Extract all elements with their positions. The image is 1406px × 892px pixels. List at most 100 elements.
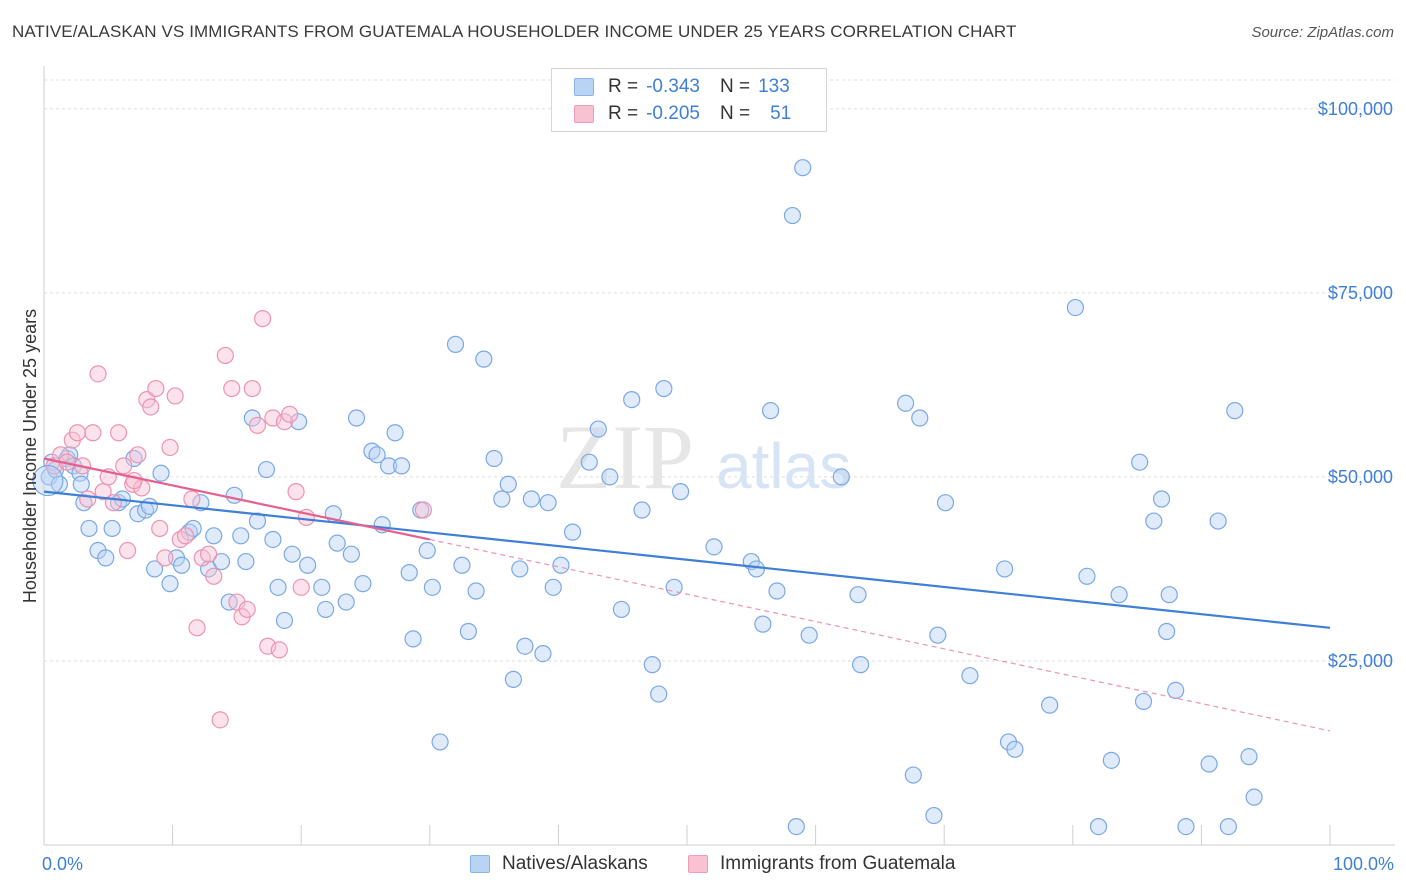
native-point xyxy=(1209,512,1227,530)
native-point xyxy=(832,468,850,486)
native-point xyxy=(103,519,121,538)
native-point xyxy=(152,464,170,482)
guatemala-point xyxy=(281,405,299,423)
legend-r-value: -0.343 xyxy=(646,76,700,97)
y-tick-label: $75,000 xyxy=(1328,283,1393,303)
native-point xyxy=(504,670,522,688)
guatemala-point xyxy=(104,494,123,512)
native-point xyxy=(911,409,929,427)
guatemala-point xyxy=(68,424,87,442)
native-point xyxy=(961,667,979,685)
data-points xyxy=(32,159,1263,836)
native-point xyxy=(633,501,651,519)
watermark-zip: ZIP xyxy=(556,406,694,508)
grid-lines xyxy=(44,79,1395,662)
guatemala-point xyxy=(118,541,137,560)
native-point xyxy=(601,468,619,486)
native-point xyxy=(1245,788,1263,806)
native-point xyxy=(761,402,780,420)
guatemala-point xyxy=(223,379,241,398)
native-point xyxy=(459,622,477,641)
native-point xyxy=(705,538,723,556)
watermark-atlas: atlas xyxy=(716,430,851,502)
guatemala-point xyxy=(287,483,305,501)
native-point xyxy=(623,391,641,409)
guatemala-point xyxy=(109,424,128,442)
legend-n-value: 51 xyxy=(770,103,792,124)
native-point xyxy=(400,564,418,582)
native-point xyxy=(97,549,115,567)
native-point xyxy=(1006,740,1024,758)
native-point xyxy=(269,578,287,596)
native-point xyxy=(580,453,598,471)
guatemala-point xyxy=(292,578,310,596)
native-point xyxy=(904,766,922,784)
guatemala-point xyxy=(238,600,256,619)
guatemala-trend-line xyxy=(43,457,431,541)
native-point xyxy=(283,545,301,563)
guatemala-point xyxy=(151,519,169,538)
tick-labels: $25,000 $50,000 $75,000 $100,000 0.0% 100.0% H… xyxy=(20,99,1394,874)
native-point xyxy=(754,615,772,633)
native-point xyxy=(499,475,517,493)
guatemala-point xyxy=(254,310,272,328)
native-point xyxy=(257,460,276,479)
native-point xyxy=(671,483,690,501)
native-point xyxy=(1102,751,1120,769)
native-point xyxy=(248,512,267,530)
guatemala-point xyxy=(183,490,201,508)
native-point xyxy=(996,560,1014,578)
legend-n-label: N = xyxy=(719,76,751,97)
blue-swatch-icon xyxy=(470,855,490,873)
legend-r-label: R = xyxy=(608,76,639,97)
native-point xyxy=(1160,586,1178,604)
native-point xyxy=(317,600,335,619)
native-point xyxy=(264,530,282,549)
native-point xyxy=(225,486,243,504)
native-point xyxy=(563,523,582,541)
native-point xyxy=(145,560,164,578)
native-point xyxy=(1078,567,1096,585)
native-point xyxy=(418,541,436,560)
native-point xyxy=(1110,586,1128,604)
pink-swatch-icon xyxy=(688,855,708,873)
legend-item-guatemala[interactable]: Immigrants from Guatemala xyxy=(688,851,955,877)
native-point xyxy=(516,637,534,655)
native-point xyxy=(1200,755,1218,773)
legend-label-natives: Natives/Alaskans xyxy=(502,853,648,874)
native-point xyxy=(800,626,818,644)
native-point xyxy=(368,446,386,464)
native-point xyxy=(665,578,683,596)
native-point xyxy=(650,685,668,703)
y-tick-label: $25,000 xyxy=(1328,651,1393,671)
native-point xyxy=(522,490,540,508)
native-point xyxy=(1145,512,1163,530)
trend-lines xyxy=(43,457,1331,732)
native-point xyxy=(493,490,511,508)
native-point xyxy=(446,335,465,353)
legend-item-natives[interactable]: Natives/Alaskans xyxy=(470,851,648,877)
native-point xyxy=(313,578,331,596)
guatemala-point xyxy=(161,438,179,457)
legend-row-natives: R = -0.343 N = 133 xyxy=(574,75,790,99)
native-point xyxy=(299,556,317,574)
native-point xyxy=(1131,453,1149,471)
native-point xyxy=(342,545,360,563)
guatemala-point xyxy=(414,501,432,519)
native-point xyxy=(852,656,870,674)
native-point xyxy=(747,560,766,578)
blue-swatch-icon xyxy=(574,78,594,96)
guatemala-point xyxy=(200,545,218,563)
native-point xyxy=(936,494,955,512)
legend-n-label: N = xyxy=(719,103,751,124)
guatemala-point xyxy=(79,490,97,508)
native-point xyxy=(1041,696,1059,714)
native-point xyxy=(1089,817,1108,836)
watermark: ZIP atlas xyxy=(556,406,851,508)
native-point xyxy=(787,817,805,836)
native-point xyxy=(511,560,529,578)
native-point xyxy=(612,600,631,619)
native-point xyxy=(453,556,471,574)
native-point xyxy=(386,424,404,442)
